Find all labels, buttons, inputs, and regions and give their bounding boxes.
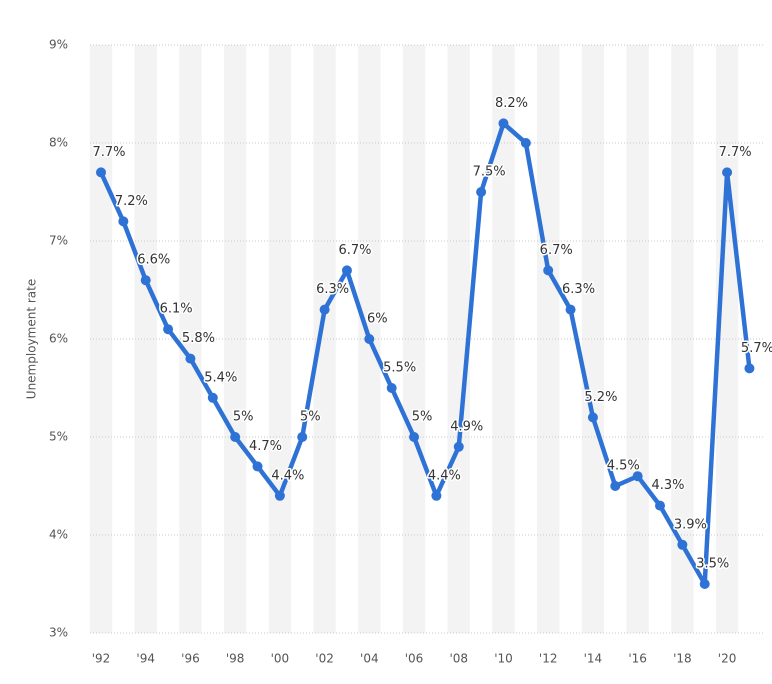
value-label: 5% bbox=[300, 410, 321, 425]
point bbox=[587, 412, 598, 423]
y-axis-title: Unemployment rate bbox=[25, 279, 39, 399]
point bbox=[610, 481, 621, 491]
value-label: 7.7% bbox=[719, 145, 752, 160]
point bbox=[185, 353, 196, 364]
value-label: 6.3% bbox=[562, 282, 595, 297]
value-label: 3.9% bbox=[674, 517, 707, 532]
band bbox=[537, 45, 560, 633]
value-label: 5.7% bbox=[741, 341, 772, 356]
value-label: 6.1% bbox=[160, 302, 193, 317]
point bbox=[498, 118, 509, 129]
band bbox=[179, 45, 202, 633]
point bbox=[96, 167, 106, 178]
y-tick-label: 4% bbox=[49, 528, 68, 542]
y-tick-label: 6% bbox=[49, 332, 68, 346]
value-label: 6.3% bbox=[316, 282, 349, 297]
point bbox=[386, 383, 397, 393]
point bbox=[364, 334, 375, 344]
x-tick-label: '14 bbox=[584, 652, 603, 666]
point bbox=[520, 138, 531, 148]
x-tick-label: '94 bbox=[136, 652, 155, 666]
y-tick-label: 3% bbox=[49, 626, 68, 640]
value-label: 5.2% bbox=[584, 390, 617, 405]
band bbox=[581, 45, 605, 633]
x-tick-label: '16 bbox=[628, 652, 647, 666]
point bbox=[543, 265, 554, 276]
value-label: 4.3% bbox=[651, 478, 684, 493]
value-label: 6.6% bbox=[137, 253, 170, 268]
band bbox=[671, 45, 694, 633]
value-label: 5.4% bbox=[204, 370, 237, 385]
band bbox=[223, 45, 247, 633]
x-tick-label: '04 bbox=[360, 652, 379, 666]
value-label: 4.4% bbox=[271, 468, 304, 483]
x-tick-label: '12 bbox=[539, 652, 558, 666]
point bbox=[744, 363, 755, 374]
value-label: 6.7% bbox=[540, 243, 573, 258]
x-tick-label: '06 bbox=[405, 652, 424, 666]
x-tick-label: '92 bbox=[92, 652, 111, 666]
point bbox=[341, 265, 352, 276]
point bbox=[207, 392, 218, 403]
value-label: 4.5% bbox=[607, 459, 640, 474]
point bbox=[274, 490, 285, 501]
y-tick-label: 7% bbox=[49, 234, 68, 248]
point bbox=[118, 216, 129, 227]
x-tick-label: '18 bbox=[673, 652, 692, 666]
point bbox=[565, 304, 576, 315]
x-tick-label: '96 bbox=[181, 652, 200, 666]
value-label: 5.5% bbox=[383, 361, 416, 376]
value-label: 5% bbox=[412, 410, 433, 425]
value-label: 6.7% bbox=[338, 243, 371, 258]
point bbox=[677, 539, 688, 550]
x-tick-label: '00 bbox=[271, 652, 290, 666]
value-label: 7.7% bbox=[92, 145, 125, 160]
point bbox=[252, 461, 263, 472]
x-tick-label: '10 bbox=[494, 652, 513, 666]
value-label: 3.5% bbox=[696, 557, 729, 572]
point bbox=[722, 167, 733, 178]
value-label: 6% bbox=[367, 312, 388, 327]
point bbox=[163, 324, 174, 335]
value-label: 5% bbox=[233, 410, 254, 425]
x-tick-label: '02 bbox=[315, 652, 334, 666]
point bbox=[655, 500, 665, 511]
value-label: 4.4% bbox=[428, 468, 461, 483]
x-tick-label: '98 bbox=[226, 652, 245, 666]
x-tick-label: '20 bbox=[718, 652, 737, 666]
point bbox=[297, 432, 308, 442]
y-tick-label: 5% bbox=[49, 430, 68, 444]
point bbox=[476, 187, 487, 197]
band bbox=[715, 45, 739, 633]
value-label: 4.7% bbox=[249, 439, 282, 454]
point bbox=[431, 490, 442, 501]
value-label: 5.8% bbox=[182, 331, 215, 346]
x-tick-label: '08 bbox=[449, 652, 468, 666]
y-tick-label: 8% bbox=[49, 136, 68, 150]
band bbox=[447, 45, 470, 633]
band bbox=[492, 45, 515, 633]
y-tick-label: 9% bbox=[49, 38, 68, 52]
value-label: 4.9% bbox=[450, 419, 483, 434]
value-label: 7.5% bbox=[473, 165, 506, 180]
point bbox=[699, 579, 710, 589]
point bbox=[632, 471, 643, 482]
point bbox=[409, 432, 420, 442]
point bbox=[453, 441, 464, 452]
point bbox=[319, 304, 330, 315]
band bbox=[134, 45, 157, 633]
point bbox=[140, 275, 151, 286]
value-label: 8.2% bbox=[495, 96, 528, 111]
band bbox=[89, 45, 113, 633]
line bbox=[98, 121, 752, 587]
point bbox=[230, 432, 241, 442]
value-label: 7.2% bbox=[115, 194, 148, 209]
